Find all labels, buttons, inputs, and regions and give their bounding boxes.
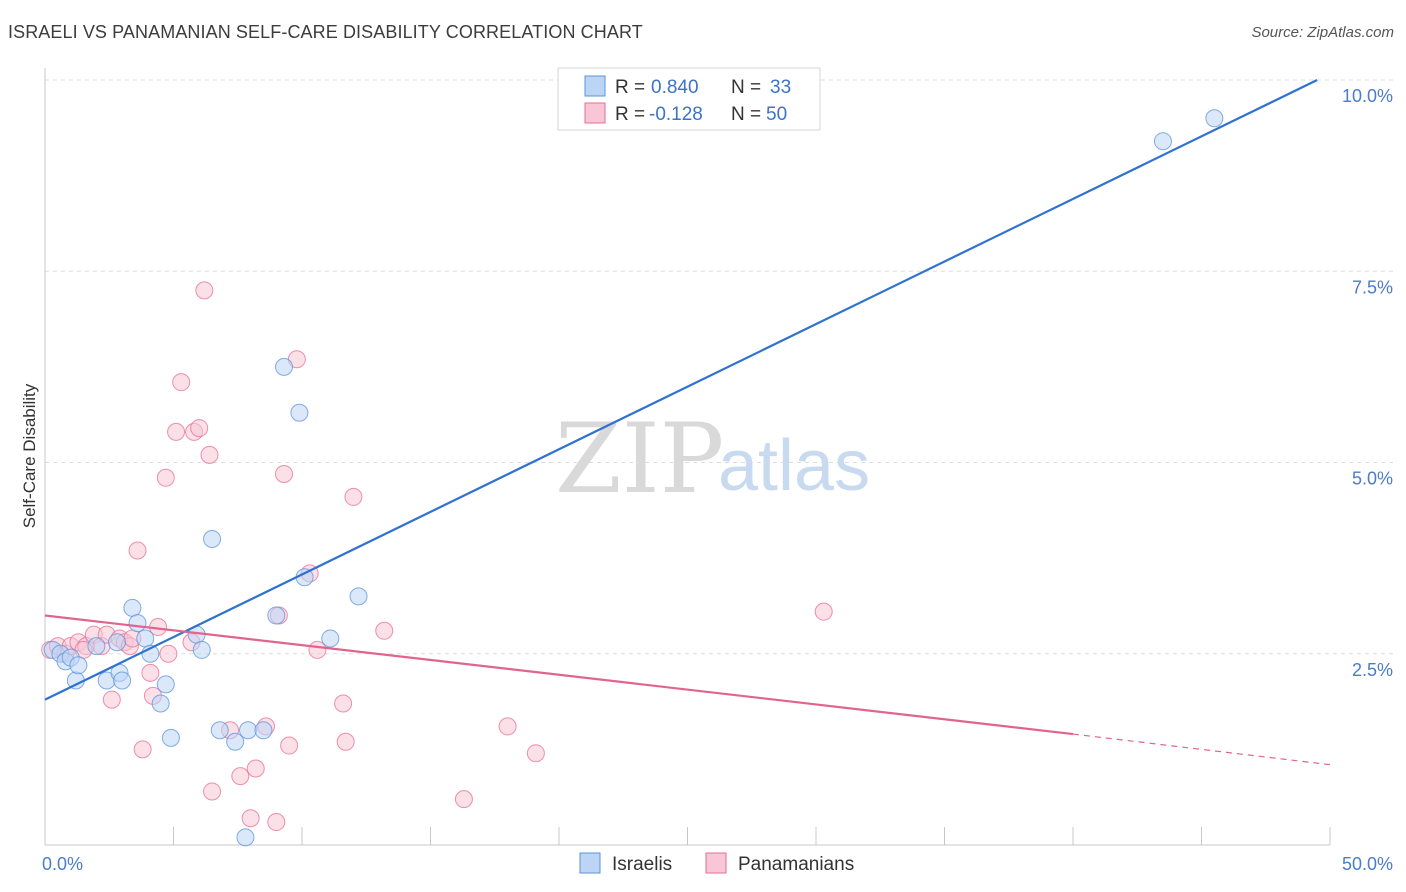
panamanians-point xyxy=(275,464,294,483)
bottom-legend-swatch-israelis xyxy=(579,852,601,874)
israelis-point xyxy=(156,675,175,694)
bottom-legend-israelis: Israelis xyxy=(612,854,672,875)
israelis-point xyxy=(254,721,273,740)
israelis-point xyxy=(321,629,340,648)
panamanians-trend-line xyxy=(44,614,1074,736)
panamanians-point xyxy=(159,644,178,663)
israelis-point xyxy=(210,721,229,740)
panamanians-point xyxy=(102,690,121,709)
source-label: Source: ZipAtlas.com xyxy=(1251,24,1394,41)
y-tick-labels: 2.5% 5.0% 7.5% 10.0% xyxy=(1342,86,1393,680)
x-tick-labels: 0.0% 50.0% xyxy=(42,854,1393,874)
grid-lines xyxy=(45,79,1393,655)
israelis-trend-line xyxy=(44,79,1318,701)
legend-r-value-2: -0.128 xyxy=(649,104,703,125)
israelis-point xyxy=(290,403,309,422)
y-axis-label: Self-Care Disability xyxy=(20,383,39,528)
legend-swatch-israelis xyxy=(584,75,606,97)
legend-n-value-2: 50 xyxy=(766,104,787,125)
panamanians-point xyxy=(498,717,517,736)
israelis-point xyxy=(1153,132,1172,151)
panamanians-trend-extension xyxy=(1072,733,1331,766)
legend-n-label-1: N = xyxy=(731,77,761,98)
panamanians-point xyxy=(344,487,363,506)
israelis-point xyxy=(239,721,258,740)
legend-n-label-2: N = xyxy=(731,104,761,125)
panamanians-point xyxy=(336,732,355,751)
panamanians-point xyxy=(156,468,175,487)
x-tick-min: 0.0% xyxy=(42,854,83,874)
panamanians-point xyxy=(814,602,833,621)
israelis-point xyxy=(136,629,155,648)
legend-swatch-panamanians xyxy=(584,102,606,124)
israelis-point xyxy=(236,828,255,847)
israelis-point xyxy=(226,732,245,751)
panamanians-point xyxy=(267,813,286,832)
israelis-point xyxy=(203,530,222,548)
chart-title: ISRAELI VS PANAMANIAN SELF-CARE DISABILI… xyxy=(8,22,643,42)
panamanians-point xyxy=(241,809,260,828)
israelis-point xyxy=(151,694,170,713)
y-tick-label: 10.0% xyxy=(1342,86,1393,106)
panamanians-point xyxy=(190,419,209,438)
panamanians-point xyxy=(167,422,186,441)
panamanians-point xyxy=(141,663,160,682)
axes xyxy=(44,68,1331,846)
panamanians-point xyxy=(334,694,353,713)
panamanians-point xyxy=(246,759,265,778)
correlation-legend: R = 0.840 N = 33 R = -0.128 N = 50 xyxy=(557,67,821,131)
data-points xyxy=(41,109,1224,847)
series-legend: Israelis Panamanians xyxy=(579,852,854,875)
panamanians-point xyxy=(200,445,219,464)
panamanians-point xyxy=(375,621,394,640)
israelis-point xyxy=(161,728,180,747)
panamanians-point xyxy=(128,541,147,560)
israelis-point xyxy=(275,357,294,376)
watermark: ZIP atlas xyxy=(555,403,870,515)
x-tick-max: 50.0% xyxy=(1342,854,1393,874)
panamanians-point xyxy=(231,767,250,786)
israelis-point xyxy=(1205,109,1224,128)
legend-n-value-1: 33 xyxy=(770,77,791,98)
israelis-point xyxy=(87,637,106,656)
y-tick-label: 7.5% xyxy=(1352,277,1393,297)
israelis-point xyxy=(123,598,142,617)
watermark-zip: ZIP xyxy=(555,403,724,515)
bottom-legend-swatch-panamanians xyxy=(705,852,727,874)
trend-lines xyxy=(44,79,1331,766)
panamanians-point xyxy=(172,373,191,392)
israelis-point xyxy=(349,587,368,606)
y-tick-label: 5.0% xyxy=(1352,469,1393,489)
panamanians-point xyxy=(280,736,299,755)
panamanians-point xyxy=(195,281,214,300)
israelis-point xyxy=(128,614,147,633)
legend-r-label-2: R = xyxy=(615,104,645,125)
israelis-point xyxy=(69,656,88,675)
panamanians-point xyxy=(526,744,545,763)
watermark-atlas: atlas xyxy=(718,426,870,506)
panamanians-point xyxy=(133,740,152,759)
israelis-point xyxy=(267,606,286,625)
legend-r-value-1: 0.840 xyxy=(651,77,699,98)
israelis-point xyxy=(107,633,126,652)
israelis-point xyxy=(192,640,211,659)
bottom-legend-panamanians: Panamanians xyxy=(738,854,854,875)
legend-r-label-1: R = xyxy=(615,77,645,98)
y-tick-label: 2.5% xyxy=(1352,660,1393,680)
panamanians-point xyxy=(203,782,222,801)
israelis-point xyxy=(113,671,132,690)
panamanians-point xyxy=(454,790,473,809)
